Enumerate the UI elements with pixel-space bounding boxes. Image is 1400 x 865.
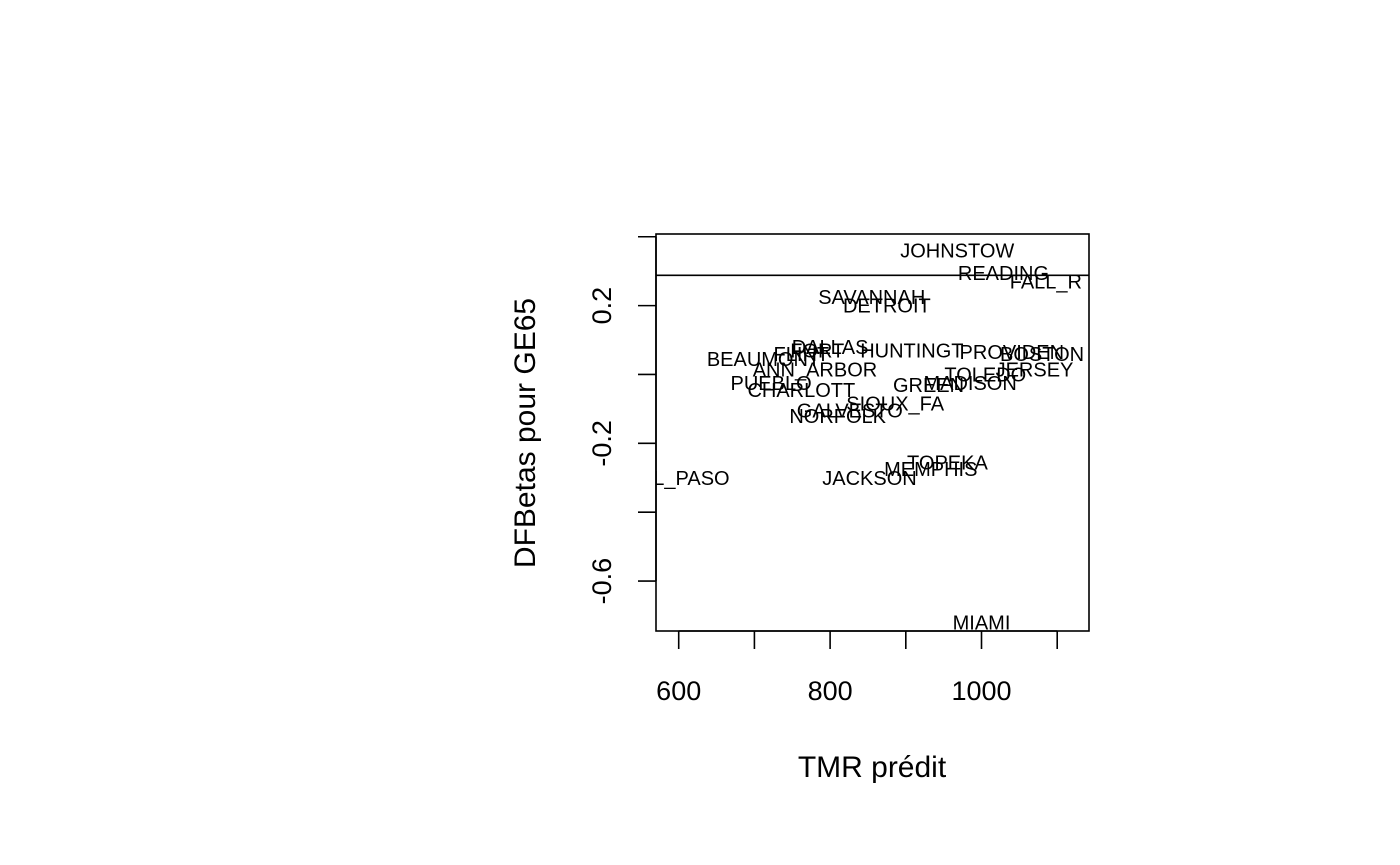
y-tick-label: -0.6	[587, 558, 617, 605]
point-label: BOSTON	[1000, 344, 1084, 366]
point-label: EL_PASO	[640, 468, 730, 490]
x-tick-label: 600	[656, 676, 701, 706]
x-axis-title: TMR prédit	[798, 751, 947, 784]
point-label: MADISON	[923, 373, 1016, 395]
point-label: CHARLOTT	[747, 380, 855, 402]
x-axis: 600 800 1000	[656, 630, 1059, 706]
point-label: PROVIDEN	[960, 342, 1064, 364]
point-label: PUEBLO	[730, 373, 811, 395]
point-label: HUNTINGT	[860, 340, 963, 362]
y-axis-title: DFBetas pour GE65	[509, 298, 542, 568]
point-label: SIOUX_FA	[846, 394, 944, 416]
point-label: ANN_ARBOR	[753, 359, 877, 381]
x-tick-label: 1000	[951, 676, 1011, 706]
point-label: TOLEDO	[944, 364, 1026, 386]
point-label: TOPEKA	[907, 452, 988, 474]
y-tick-label: 0.2	[587, 287, 617, 325]
point-label: FLINT	[774, 344, 830, 366]
point-label: GREEN	[893, 375, 964, 397]
point-label: NORFOLK	[789, 406, 886, 428]
point-label: DALLAS	[792, 337, 869, 359]
point-label: FALL_R	[1010, 272, 1082, 294]
point-label: JERSEY	[996, 359, 1074, 381]
point-label: MIAMI	[953, 612, 1011, 634]
point-label: JACKSON	[822, 468, 916, 490]
point-label: BEAUMONT	[707, 349, 820, 371]
point-label: FORT	[790, 340, 844, 362]
point-label: JOHNSTOW	[900, 241, 1014, 263]
y-axis: -0.6 -0.2 0.2	[587, 235, 657, 605]
point-label: DETROIT	[843, 296, 931, 318]
point-label: READING	[958, 263, 1049, 285]
point-label: MEMPHIS	[884, 459, 977, 481]
point-label: SAVANNAH	[818, 287, 925, 309]
point-label: GALVESTO	[797, 401, 903, 423]
y-tick-label: -0.2	[587, 420, 617, 467]
x-tick-label: 800	[808, 676, 853, 706]
